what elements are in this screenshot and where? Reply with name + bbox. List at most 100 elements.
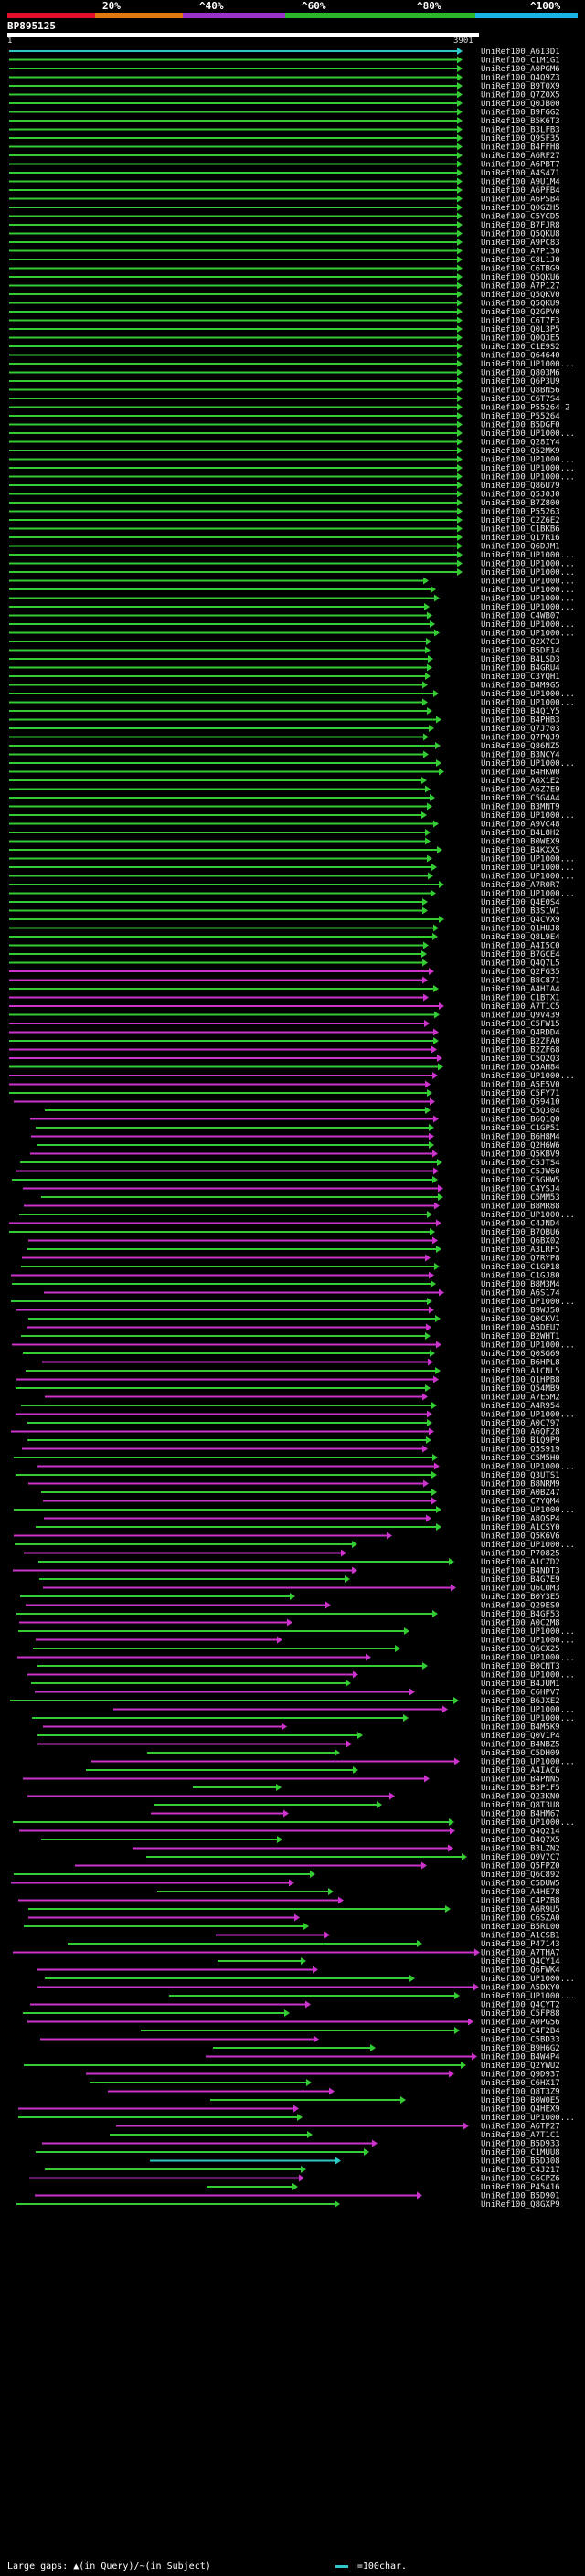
hit-label[interactable]: UniRef100_Q5QKV0 bbox=[481, 291, 560, 300]
hit-label[interactable]: UniRef100_A1CSB1 bbox=[481, 1932, 560, 1941]
hit-label[interactable]: UniRef100_C2Z6E2 bbox=[481, 516, 560, 525]
hit-label[interactable]: UniRef100_Q2YWU2 bbox=[481, 2062, 560, 2071]
hit-label[interactable]: UniRef100_UP1000... bbox=[481, 1506, 575, 1515]
hit-label[interactable]: UniRef100_Q5J0J0 bbox=[481, 491, 560, 500]
hit-label[interactable]: UniRef100_B0Y3E5 bbox=[481, 1593, 560, 1602]
hit-label[interactable]: UniRef100_C7YQM4 bbox=[481, 1498, 560, 1507]
hit-label[interactable]: UniRef100_UP1000... bbox=[481, 620, 575, 630]
hit-label[interactable]: UniRef100_A7THA7 bbox=[481, 1949, 560, 1958]
hit-label[interactable]: UniRef100_B2WHT1 bbox=[481, 1332, 560, 1341]
hit-label[interactable]: UniRef100_B3S1W1 bbox=[481, 907, 560, 917]
hit-label[interactable]: UniRef100_Q9V7C7 bbox=[481, 1853, 560, 1862]
hit-label[interactable]: UniRef100_A3LRF5 bbox=[481, 1246, 560, 1255]
hit-label[interactable]: UniRef100_C5DH09 bbox=[481, 1749, 560, 1758]
hit-label[interactable]: UniRef100_Q5K6V6 bbox=[481, 1532, 560, 1542]
hit-label[interactable]: UniRef100_B2ZFA0 bbox=[481, 1037, 560, 1046]
hit-label[interactable]: UniRef100_Q23KN0 bbox=[481, 1793, 560, 1802]
hit-label[interactable]: UniRef100_A6QF28 bbox=[481, 1428, 560, 1437]
hit-label[interactable]: UniRef100_A8QSP4 bbox=[481, 1515, 560, 1524]
hit-label[interactable]: UniRef100_B0W0E5 bbox=[481, 2096, 560, 2105]
hit-label[interactable]: UniRef100_A5DEU7 bbox=[481, 1324, 560, 1333]
hit-label[interactable]: UniRef100_B8MR88 bbox=[481, 1203, 560, 1212]
hit-label[interactable]: UniRef100_UP1000... bbox=[481, 1341, 575, 1351]
hit-label[interactable]: UniRef100_B7GCE4 bbox=[481, 950, 560, 959]
hit-label[interactable]: UniRef100_UP1000... bbox=[481, 690, 575, 699]
hit-label[interactable]: UniRef100_B4L8H2 bbox=[481, 829, 560, 838]
hit-label[interactable]: UniRef100_B4G7E9 bbox=[481, 1575, 560, 1585]
hit-label[interactable]: UniRef100_Q4HEX9 bbox=[481, 2105, 560, 2115]
hit-label[interactable]: UniRef100_C6HPV7 bbox=[481, 1689, 560, 1698]
hit-label[interactable]: UniRef100_UP1000... bbox=[481, 1671, 575, 1680]
hit-label[interactable]: UniRef100_A5E5V0 bbox=[481, 1081, 560, 1090]
hit-label[interactable]: UniRef100_Q6FWK4 bbox=[481, 1966, 560, 1976]
hit-label[interactable]: UniRef100_Q9D937 bbox=[481, 2071, 560, 2080]
hit-label[interactable]: UniRef100_B4KXX5 bbox=[481, 846, 560, 855]
hit-label[interactable]: UniRef100_P55264-2 bbox=[481, 404, 570, 413]
hit-label[interactable]: UniRef100_B4HKW0 bbox=[481, 769, 560, 778]
hit-label[interactable]: UniRef100_Q4CYT2 bbox=[481, 2001, 560, 2010]
hit-label[interactable]: UniRef100_A9PC83 bbox=[481, 239, 560, 248]
hit-label[interactable]: UniRef100_P47143 bbox=[481, 1940, 560, 1949]
hit-label[interactable]: UniRef100_UP1000... bbox=[481, 1975, 575, 1984]
hit-label[interactable]: UniRef100_A1CSY0 bbox=[481, 1523, 560, 1532]
hit-label[interactable]: UniRef100_UP1000... bbox=[481, 873, 575, 882]
hit-label[interactable]: UniRef100_B7FJR8 bbox=[481, 221, 560, 230]
hit-label[interactable]: UniRef100_P70825 bbox=[481, 1550, 560, 1559]
hit-label[interactable]: UniRef100_Q5FPZ0 bbox=[481, 1862, 560, 1871]
hit-label[interactable]: UniRef100_C1BKB6 bbox=[481, 525, 560, 535]
hit-label[interactable]: UniRef100_B4M9G5 bbox=[481, 682, 560, 691]
hit-label[interactable]: UniRef100_Q0JB00 bbox=[481, 100, 560, 109]
hit-label[interactable]: UniRef100_B3LFB3 bbox=[481, 126, 560, 135]
hit-label[interactable]: UniRef100_C1GJ80 bbox=[481, 1272, 560, 1281]
hit-label[interactable]: UniRef100_Q1HUJ8 bbox=[481, 925, 560, 934]
hit-label[interactable]: UniRef100_B4NDT3 bbox=[481, 1567, 560, 1576]
hit-label[interactable]: UniRef100_A4HE78 bbox=[481, 1888, 560, 1897]
hit-label[interactable]: UniRef100_B5K6T3 bbox=[481, 117, 560, 126]
hit-label[interactable]: UniRef100_B5D901 bbox=[481, 2192, 560, 2201]
hit-label[interactable]: UniRef100_C5Q304 bbox=[481, 1107, 560, 1116]
hit-label[interactable]: UniRef100_P55264 bbox=[481, 412, 560, 421]
hit-label[interactable]: UniRef100_P55263 bbox=[481, 508, 560, 517]
hit-label[interactable]: UniRef100_B8M3M4 bbox=[481, 1280, 560, 1289]
hit-label[interactable]: UniRef100_UP1000... bbox=[481, 759, 575, 769]
hit-label[interactable]: UniRef100_C5Q2Q3 bbox=[481, 1055, 560, 1064]
hit-label[interactable]: UniRef100_B9FGG2 bbox=[481, 109, 560, 118]
hit-label[interactable]: UniRef100_A9VC48 bbox=[481, 821, 560, 830]
hit-label[interactable]: UniRef100_Q803M6 bbox=[481, 369, 560, 378]
hit-label[interactable]: UniRef100_A9U1M4 bbox=[481, 178, 560, 187]
hit-label[interactable]: UniRef100_B4Q1Y5 bbox=[481, 707, 560, 716]
hit-label[interactable]: UniRef100_C5YCD5 bbox=[481, 213, 560, 222]
hit-label[interactable]: UniRef100_C5FW15 bbox=[481, 1020, 560, 1029]
hit-label[interactable]: UniRef100_B7Z800 bbox=[481, 499, 560, 508]
hit-label[interactable]: UniRef100_C1E9S2 bbox=[481, 343, 560, 352]
hit-label[interactable]: UniRef100_Q5QKU6 bbox=[481, 273, 560, 282]
hit-label[interactable]: UniRef100_B4PHB3 bbox=[481, 716, 560, 726]
hit-label[interactable]: UniRef100_A6X1E2 bbox=[481, 777, 560, 786]
hit-label[interactable]: UniRef100_C4J217 bbox=[481, 2166, 560, 2175]
hit-label[interactable]: UniRef100_B0WEX9 bbox=[481, 838, 560, 847]
hit-label[interactable]: UniRef100_Q86NZ5 bbox=[481, 742, 560, 751]
hit-label[interactable]: UniRef100_C5FY71 bbox=[481, 1089, 560, 1098]
hit-label[interactable]: UniRef100_B3NCY4 bbox=[481, 751, 560, 760]
hit-label[interactable]: UniRef100_Q54MB9 bbox=[481, 1384, 560, 1394]
hit-label[interactable]: UniRef100_Q8L9E4 bbox=[481, 933, 560, 942]
hit-label[interactable]: UniRef100_C5DUW5 bbox=[481, 1880, 560, 1889]
hit-label[interactable]: UniRef100_Q4Q9Z3 bbox=[481, 74, 560, 83]
hit-label[interactable]: UniRef100_C3YQH1 bbox=[481, 673, 560, 682]
hit-label[interactable]: UniRef100_B4W4P4 bbox=[481, 2053, 560, 2062]
hit-label[interactable]: UniRef100_Q6C0M3 bbox=[481, 1585, 560, 1594]
hit-label[interactable]: UniRef100_C4PZB8 bbox=[481, 1897, 560, 1906]
hit-label[interactable]: UniRef100_Q7PQJ9 bbox=[481, 734, 560, 743]
hit-label[interactable]: UniRef100_UP1000... bbox=[481, 811, 575, 821]
hit-label[interactable]: UniRef100_Q1HPB8 bbox=[481, 1376, 560, 1385]
hit-label[interactable]: UniRef100_A6PFB4 bbox=[481, 186, 560, 196]
hit-label[interactable]: UniRef100_C5MM53 bbox=[481, 1193, 560, 1203]
hit-label[interactable]: UniRef100_UP1000... bbox=[481, 464, 575, 473]
hit-label[interactable]: UniRef100_A0PGM6 bbox=[481, 65, 560, 74]
hit-label[interactable]: UniRef100_Q17R16 bbox=[481, 534, 560, 543]
hit-label[interactable]: UniRef100_Q6CX25 bbox=[481, 1645, 560, 1654]
hit-label[interactable]: UniRef100_C4JND4 bbox=[481, 1220, 560, 1229]
hit-label[interactable]: UniRef100_Q7RYP8 bbox=[481, 1255, 560, 1264]
hit-label[interactable]: UniRef100_C5M5H0 bbox=[481, 1454, 560, 1463]
hit-label[interactable]: UniRef100_B4NBZ5 bbox=[481, 1741, 560, 1750]
